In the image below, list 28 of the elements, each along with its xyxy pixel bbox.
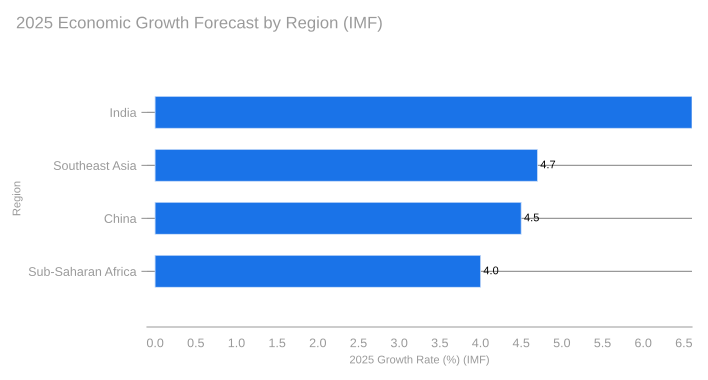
x-axis-title: 2025 Growth Rate (%) (IMF)	[350, 355, 489, 366]
y-tick-label: India	[110, 108, 137, 118]
x-tick-label: 5.0	[554, 338, 570, 348]
x-tick-label: 3.0	[390, 338, 408, 348]
y-tick-label: Sub-Saharan Africa	[28, 266, 137, 276]
y-tick-label: Southeast Asia	[54, 160, 137, 170]
data-label: 4.0	[484, 266, 498, 274]
bar	[154, 255, 481, 288]
y-axis-title: Region	[12, 182, 23, 216]
x-tick-label: 0.5	[188, 338, 204, 348]
bar	[154, 149, 538, 182]
x-tick-label: 5.5	[594, 338, 611, 348]
x-tick-label: 6.0	[635, 338, 652, 348]
x-tick-label: 2.5	[350, 338, 367, 348]
chart-title: 2025 Economic Growth Forecast by Region (IMF)	[16, 16, 382, 32]
x-tick-label: 4.5	[512, 338, 530, 348]
y-tick-label: China	[104, 214, 137, 224]
x-tick-label: 1.0	[228, 338, 245, 348]
x-tick-label: 4.0	[472, 338, 489, 348]
x-tick-label: 1.5	[269, 338, 286, 348]
data-label: 4.7	[540, 160, 556, 168]
data-label: 4.5	[524, 214, 539, 222]
x-tick-label: 3.5	[432, 338, 448, 348]
bar	[154, 96, 692, 129]
x-tick-label: 6.5	[676, 338, 692, 348]
x-tick-label: 0.0	[146, 338, 164, 348]
bar	[154, 202, 522, 235]
x-tick-label: 2.0	[310, 338, 326, 348]
